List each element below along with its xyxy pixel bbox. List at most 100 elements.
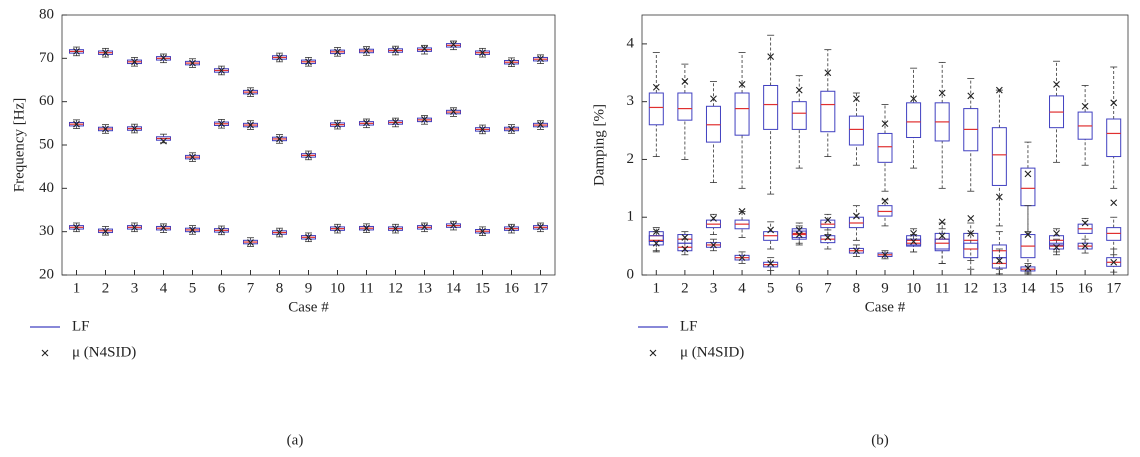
mu-marker xyxy=(710,241,717,249)
box xyxy=(763,84,779,130)
box xyxy=(791,101,807,130)
mu-stroke xyxy=(738,80,746,88)
mu-stroke xyxy=(218,67,225,74)
mu-stroke xyxy=(681,245,689,253)
box xyxy=(991,127,1007,186)
mu-marker xyxy=(508,125,515,133)
x-tick-label: 6 xyxy=(218,280,226,296)
mu-stroke xyxy=(189,153,196,161)
mu-marker xyxy=(102,227,109,235)
mu-stroke xyxy=(363,47,370,54)
mu-marker xyxy=(189,59,196,67)
mu-marker xyxy=(305,233,312,241)
mu-marker xyxy=(334,225,341,233)
mu-stroke xyxy=(1053,243,1060,251)
mu-stroke xyxy=(681,78,689,85)
mu-stroke xyxy=(247,88,254,96)
mu-marker xyxy=(652,239,660,247)
mu-marker xyxy=(276,229,283,236)
y-tick-label: 3 xyxy=(627,93,635,109)
mu-marker xyxy=(247,121,254,129)
mu-marker xyxy=(967,92,975,100)
mu-stroke xyxy=(450,108,457,116)
mu-marker xyxy=(1053,80,1060,88)
mu-stroke xyxy=(738,208,746,215)
mu-marker xyxy=(1024,170,1032,178)
x-tick-label: 17 xyxy=(1106,280,1122,296)
mu-stroke xyxy=(479,227,486,235)
mu-marker xyxy=(853,212,860,220)
mu-marker xyxy=(681,78,689,85)
y-tick-label: 40 xyxy=(39,180,54,196)
mu-stroke xyxy=(508,125,515,133)
mu-marker xyxy=(1081,219,1089,227)
y-tick-label: 50 xyxy=(39,136,54,152)
mu-stroke xyxy=(363,119,370,127)
legend-label: μ (N4SID) xyxy=(72,344,136,360)
x-tick-label: 15 xyxy=(475,280,490,296)
legend-label: LF xyxy=(680,318,698,334)
mu-stroke xyxy=(73,48,80,55)
mu-marker xyxy=(450,41,457,48)
mu-marker xyxy=(450,221,457,229)
mu-stroke xyxy=(1024,231,1032,238)
mu-stroke xyxy=(881,120,889,128)
x-tick-label: 5 xyxy=(767,280,775,296)
mu-stroke xyxy=(508,58,515,66)
mu-stroke xyxy=(853,212,860,220)
mu-marker xyxy=(305,58,312,66)
x-tick-label: 12 xyxy=(963,280,978,296)
mu-stroke xyxy=(1024,170,1032,178)
y-tick-label: 20 xyxy=(39,266,54,282)
x-tick-label: 2 xyxy=(681,280,689,296)
mu-marker xyxy=(652,83,660,91)
mu-stroke xyxy=(73,223,80,231)
x-axis-label: Case # xyxy=(288,299,329,315)
mu-marker xyxy=(537,121,544,129)
mu-marker xyxy=(421,45,428,53)
mu-marker xyxy=(73,120,80,128)
x-tick-label: 15 xyxy=(1049,280,1064,296)
mu-stroke xyxy=(710,214,717,222)
x-tick-label: 5 xyxy=(189,280,197,296)
y-tick-label: 2 xyxy=(627,151,635,167)
mu-stroke xyxy=(276,54,283,61)
y-tick-label: 60 xyxy=(39,93,54,109)
mu-stroke xyxy=(189,226,196,234)
mu-marker xyxy=(479,227,486,235)
mu-stroke xyxy=(967,214,975,222)
mu-stroke xyxy=(1081,242,1089,250)
mu-stroke xyxy=(392,225,399,233)
mu-stroke xyxy=(995,86,1003,94)
mu-stroke xyxy=(824,234,832,241)
mu-marker xyxy=(305,152,312,159)
subcaption: (a) xyxy=(287,432,304,448)
mu-stroke xyxy=(305,233,312,241)
mu-marker xyxy=(995,193,1003,201)
mu-stroke xyxy=(131,223,138,231)
mu-stroke xyxy=(508,224,515,232)
mu-stroke xyxy=(131,125,138,132)
mu-stroke xyxy=(363,224,370,232)
y-tick-label: 1 xyxy=(627,209,635,225)
box xyxy=(1106,118,1122,158)
mu-marker xyxy=(160,54,167,62)
mu-marker xyxy=(967,230,975,237)
mu-stroke xyxy=(910,230,917,237)
mu-marker xyxy=(131,58,138,66)
mu-marker xyxy=(1053,243,1060,251)
mu-stroke xyxy=(160,137,167,145)
mu-stroke xyxy=(421,45,428,53)
mu-marker xyxy=(1081,102,1089,110)
mu-stroke xyxy=(537,121,544,129)
mu-stroke xyxy=(305,58,312,66)
mu-marker xyxy=(131,223,138,231)
mu-marker xyxy=(738,80,746,88)
mu-stroke xyxy=(767,260,775,267)
mu-stroke xyxy=(247,239,254,246)
mu-stroke xyxy=(160,54,167,62)
mu-marker xyxy=(508,224,515,232)
x-tick-label: 3 xyxy=(710,280,718,296)
box xyxy=(648,92,664,126)
